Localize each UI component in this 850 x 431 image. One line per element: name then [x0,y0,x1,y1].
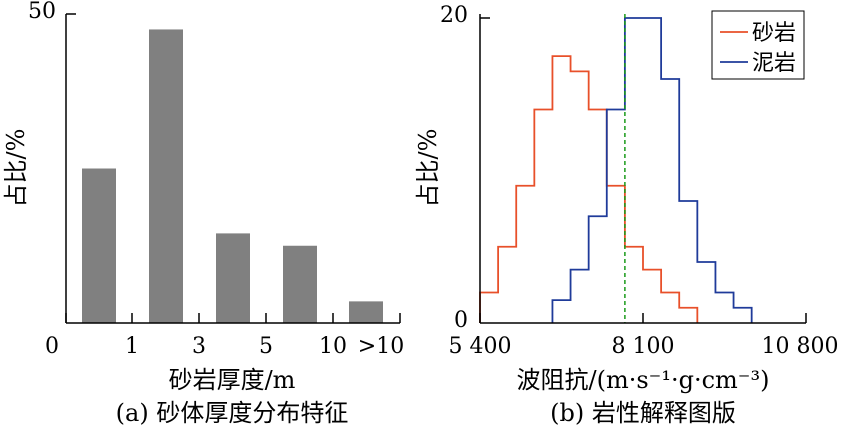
bar [283,245,317,323]
bar [216,233,250,323]
mudstone-step-line [551,17,753,323]
panel-caption: (b) 岩性解释图版 [550,399,736,427]
bar-series [82,29,383,323]
legend-box [711,10,805,80]
panel-a: 50 0 1 3 5 10 >10 占比/% 砂岩厚度/m (a) 砂体厚度分布… [2,0,404,427]
x-tick-label: 8 100 [612,334,675,359]
panel-caption: (a) 砂体厚度分布特征 [116,399,349,427]
x-tick-label: 1 [125,334,139,359]
tick-marks [479,17,807,323]
legend-label: 砂岩 [752,21,796,46]
histogram-series [479,14,753,323]
bar [82,168,116,323]
x-axis-label: 砂岩厚度/m [169,366,296,394]
legend: 砂岩 泥岩 [711,10,805,80]
y-tick-label: 0 [454,308,468,333]
legend-label: 泥岩 [752,51,796,76]
panel-b: 20 0 5 400 8 100 10 800 占比/% 波阻抗/(m·s⁻¹·… [414,3,838,427]
x-tick-label: 10 800 [762,334,839,359]
x-tick-label: >10 [358,334,404,359]
x-tick-label: 10 [319,334,347,359]
y-axis-label: 占比/% [414,129,442,208]
x-tick-label: 3 [192,334,206,359]
x-tick-label: 5 400 [449,334,512,359]
y-axis-label: 占比/% [2,129,30,208]
bar [149,29,183,323]
y-tick-label: 50 [28,0,56,24]
x-axis-label: 波阻抗/(m·s⁻¹·g·cm⁻³) [517,366,770,394]
x-tick-label: 0 [45,334,59,359]
sandstone-step-line [479,55,699,323]
x-tick-label: 5 [259,334,273,359]
bar [349,301,383,323]
y-tick-label: 20 [440,3,468,28]
tick-marks [65,13,401,323]
